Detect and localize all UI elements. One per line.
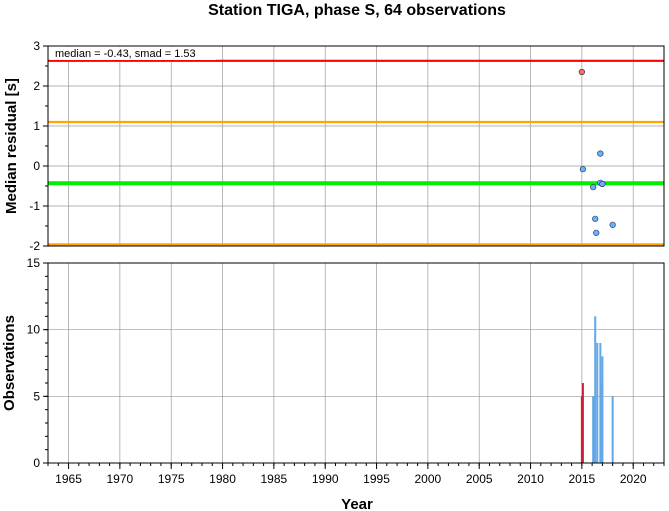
- observation-bar: [594, 316, 597, 463]
- x-tick-label: 1990: [312, 472, 339, 486]
- observations-plot-area: [48, 263, 664, 463]
- y-tick-label: 0: [33, 456, 40, 470]
- x-tick-label: 2000: [415, 472, 442, 486]
- x-tick-label: 2015: [569, 472, 596, 486]
- x-tick-label: 1980: [209, 472, 236, 486]
- residual-y-ticks: -2 -1 0 1 2 3: [29, 39, 48, 253]
- residual-reference-lines: [48, 59, 664, 246]
- chart-title: Station TIGA, phase S, 64 observations: [208, 2, 506, 19]
- x-tick-label: 2005: [466, 472, 493, 486]
- y-tick-label: 0: [33, 159, 40, 173]
- observations-y-axis-label: Observations: [1, 315, 18, 411]
- observation-bar: [599, 343, 602, 463]
- observation-bar: [596, 343, 599, 463]
- residual-plot-area: [48, 46, 664, 246]
- residual-point: [578, 68, 585, 76]
- residual-point: [593, 229, 600, 236]
- observation-bar: [600, 383, 603, 463]
- observations-bars: [580, 316, 614, 463]
- y-tick-label: 5: [33, 389, 40, 403]
- residual-point: [597, 150, 604, 157]
- median-smad-annotation: median = -0.43, smad = 1.53: [55, 48, 196, 60]
- y-tick-label: 3: [33, 39, 40, 53]
- y-tick-label: 10: [27, 323, 41, 337]
- x-tick-label: 1965: [55, 472, 82, 486]
- x-tick-label: 1975: [158, 472, 185, 486]
- x-tick-label: 1995: [363, 472, 390, 486]
- residual-point: [592, 215, 599, 222]
- residual-points: [578, 68, 616, 236]
- residual-point: [599, 180, 606, 188]
- observation-bar: [580, 396, 583, 463]
- observations-x-ticks: 1965 1970 1975 1980 1985 1990 1995 2000 2005 2010…: [47, 463, 665, 486]
- x-tick-label: 2010: [517, 472, 544, 486]
- observation-bar: [592, 396, 595, 463]
- observation-bar: [611, 396, 614, 463]
- observation-bar: [593, 396, 596, 463]
- y-tick-label: 1: [33, 119, 40, 133]
- y-tick-label: -2: [29, 239, 40, 253]
- annotation-background: [50, 47, 216, 60]
- x-tick-label: 2020: [620, 472, 647, 486]
- y-tick-label: 2: [33, 79, 40, 93]
- residual-panel: median = -0.43, smad = 1.53 -2 -1 0 1 2 3 Med…: [3, 39, 665, 253]
- observation-bar: [581, 383, 584, 463]
- residual-point: [579, 166, 586, 173]
- x-tick-label: 1970: [107, 472, 134, 486]
- residual-y-axis-label: Median residual [s]: [3, 78, 20, 214]
- y-tick-label: 15: [27, 256, 41, 270]
- residual-point: [609, 221, 616, 228]
- observation-bar: [601, 356, 604, 463]
- x-axis-label: Year: [341, 496, 373, 511]
- observations-panel: 0 5 10 15 1965 1970 1975 1980 1985 1990 1995 2000 2…: [1, 256, 665, 511]
- residual-point: [590, 184, 597, 191]
- x-tick-label: 1985: [261, 472, 288, 486]
- y-tick-label: -1: [29, 199, 40, 213]
- observations-y-ticks: 0 5 10 15: [27, 256, 48, 470]
